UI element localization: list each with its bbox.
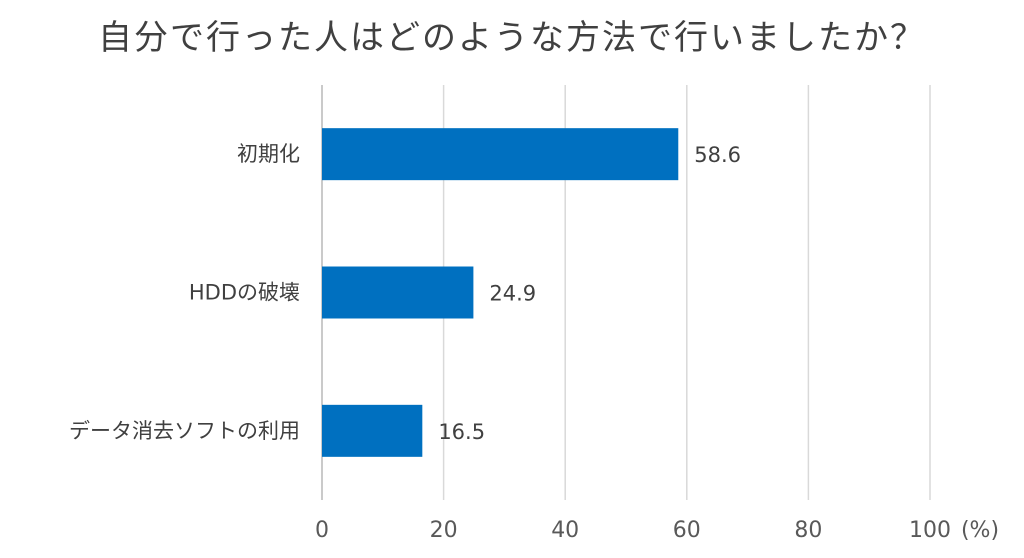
x-tick-label: 80	[794, 518, 822, 543]
bar	[322, 266, 474, 319]
data-label: 58.6	[694, 143, 741, 167]
data-label: 16.5	[438, 420, 485, 444]
x-tick-label: 60	[673, 518, 701, 543]
chart-title: 自分で行った人はどのような方法で行いましたか？	[98, 18, 926, 58]
category-label: 初期化	[237, 142, 300, 166]
category-label: HDDの破壊	[189, 281, 300, 305]
x-tick-label: 0	[315, 518, 329, 543]
bar	[322, 128, 679, 181]
x-tick-label: 100	[909, 518, 951, 543]
bars	[322, 128, 679, 457]
category-label: データ消去ソフトの利用	[69, 419, 300, 443]
labels: 0 20 40 60 80 100 (%) 初期化 58.6 HDDの破壊 24.9 データ消去ソフト…	[69, 142, 999, 543]
x-unit-label: (%)	[961, 518, 999, 543]
data-label: 24.9	[489, 282, 536, 306]
bar	[322, 404, 423, 457]
x-tick-label: 20	[430, 518, 458, 543]
x-tick-label: 40	[551, 518, 579, 543]
